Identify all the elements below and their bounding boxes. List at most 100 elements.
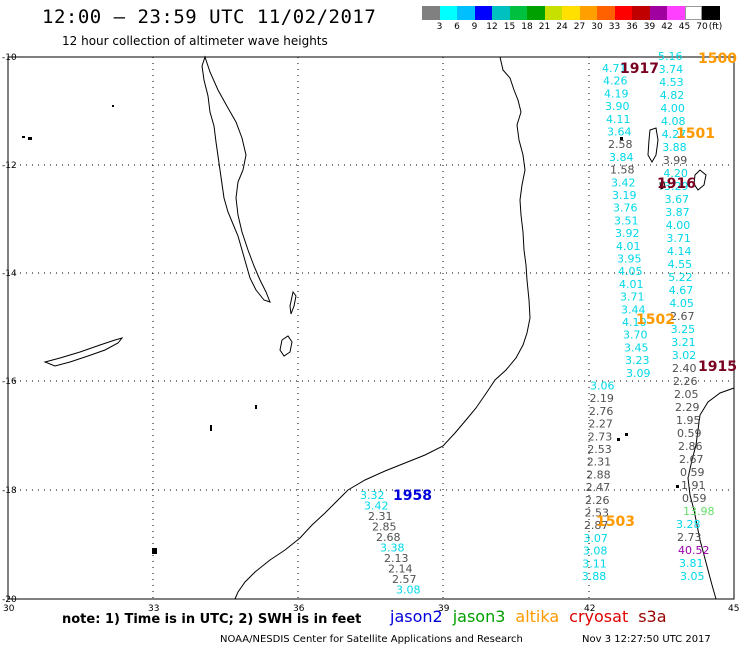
wave-track-b: 5.163.744.534.824.004.084.273.883.994.20… xyxy=(658,50,715,583)
wave-height-label: 4.20 xyxy=(663,167,688,180)
wave-height-label: 3.70 xyxy=(623,329,648,342)
wave-height-label: 3.07 xyxy=(583,532,608,545)
buoy-id-label: 1917 xyxy=(620,61,659,77)
wave-height-label: 4.01 xyxy=(616,240,641,253)
wave-height-label: 4.67 xyxy=(669,284,694,297)
wave-height-label: 2.68 xyxy=(376,531,401,544)
wave-height-label: 2.05 xyxy=(674,388,699,401)
satellite-legend: jason2 jason3 altika cryosat s3a xyxy=(390,607,677,626)
wave-height-label: 2.27 xyxy=(588,418,613,431)
lake-chilwa xyxy=(279,335,293,357)
wave-height-label: 1.91 xyxy=(681,479,706,492)
lat-label: -20 xyxy=(2,595,17,605)
credit-timestamp: Nov 3 12:27:50 UTC 2017 xyxy=(582,634,711,645)
wave-height-label: 2.47 xyxy=(586,481,611,494)
legend-label: 21 xyxy=(538,22,551,32)
lake-malawi xyxy=(201,55,271,303)
lat-label: -16 xyxy=(2,377,17,387)
wave-height-label: 3.44 xyxy=(621,303,646,316)
legend-swatch xyxy=(614,6,632,20)
legend-swatch xyxy=(597,6,615,20)
island-small xyxy=(659,181,666,190)
wave-height-label: 3.42 xyxy=(611,176,636,189)
wave-height-label: 4.71 xyxy=(602,62,627,75)
map-frame xyxy=(7,56,735,600)
legend-label: 24 xyxy=(556,22,568,32)
lon-label: 30 xyxy=(3,604,15,614)
lat-label: -10 xyxy=(2,53,17,63)
buoy-id-label: 1501 xyxy=(676,126,715,142)
wave-height-label: 3.02 xyxy=(672,349,697,362)
legend-label: 18 xyxy=(521,22,533,32)
wave-height-label: 2.87 xyxy=(584,519,609,532)
wave-height-label: 2.31 xyxy=(587,456,612,469)
wave-height-label: 40.52 xyxy=(678,544,710,557)
small-islands xyxy=(22,105,679,554)
legend-label: 3 xyxy=(436,22,443,32)
legend-label: 12 xyxy=(486,22,498,32)
wave-height-label: 2.53 xyxy=(585,507,610,520)
legend-swatch xyxy=(684,6,702,20)
wave-height-label: 13.98 xyxy=(683,505,715,518)
map-subtitle: 12 hour collection of altimeter wave hei… xyxy=(62,34,328,48)
buoy-id-label: 1502 xyxy=(636,312,675,328)
wave-height-label: 4.53 xyxy=(659,76,684,89)
wave-height-label: 4.05 xyxy=(618,265,643,278)
legend-swatch xyxy=(527,6,545,20)
lake-malombe xyxy=(289,290,297,315)
legend-swatch xyxy=(649,6,667,20)
wave-height-label: 3.90 xyxy=(605,100,630,113)
buoy-id-label: 1503 xyxy=(596,514,635,530)
wave-track-a: 4.714.264.193.904.113.642.583.841.583.42… xyxy=(582,62,651,583)
wave-height-label: 3.32 xyxy=(360,489,385,502)
lat-label: -12 xyxy=(2,161,17,171)
wave-height-label: 2.86 xyxy=(678,440,703,453)
wave-height-label: 3.76 xyxy=(613,202,638,215)
legend-swatch xyxy=(492,6,510,20)
map-title: 12:00 – 23:59 UTC 11/02/2017 xyxy=(42,6,377,28)
wave-track-c: 3.323.422.312.852.683.382.132.142.573.08 xyxy=(360,489,421,597)
legend-label: 30 xyxy=(591,22,603,32)
wave-height-label: 3.29 xyxy=(664,180,689,193)
wave-height-label: 4.14 xyxy=(667,245,692,258)
wave-height-label: 3.51 xyxy=(614,214,639,227)
wave-height-label: 2.73 xyxy=(588,430,613,443)
wave-height-label: 3.99 xyxy=(663,154,688,167)
wave-height-label: 2.13 xyxy=(384,552,409,565)
legend-swatch xyxy=(474,6,492,20)
buoy-markers: 1500 1917 1501 1916 1502 1915 1958 1503 xyxy=(393,51,737,530)
legend-swatch xyxy=(457,6,475,20)
wave-height-label: 3.21 xyxy=(671,336,696,349)
legend-swatch xyxy=(509,6,527,20)
coastline-mainland xyxy=(234,56,531,600)
wave-height-label: 3.28 xyxy=(676,518,701,531)
lat-label: -18 xyxy=(2,486,17,496)
wave-height-label: 2.26 xyxy=(585,494,610,507)
wave-height-label: 3.19 xyxy=(612,189,637,202)
lat-label: -14 xyxy=(2,269,17,279)
footer-note: note: 1) Time is in UTC; 2) SWH is in fe… xyxy=(62,612,362,627)
satellite-name: jason2 xyxy=(390,607,443,626)
wave-height-label: 3.67 xyxy=(665,193,690,206)
wave-height-label: 3.87 xyxy=(665,206,690,219)
wave-height-label: 5.22 xyxy=(668,271,693,284)
wave-height-label: 3.05 xyxy=(680,570,705,583)
wave-height-label: 3.08 xyxy=(583,545,608,558)
legend-label: 70 xyxy=(696,22,708,32)
wave-height-label: 2.40 xyxy=(672,362,697,375)
wave-height-label: 3.06 xyxy=(590,380,615,393)
lon-label: 33 xyxy=(148,604,159,614)
wave-height-label: 2.85 xyxy=(372,521,397,534)
wave-height-label: 2.57 xyxy=(392,573,417,586)
wave-height-label: 2.88 xyxy=(586,468,611,481)
wave-height-label: 3.84 xyxy=(609,151,634,164)
wave-height-label: 3.74 xyxy=(659,63,684,76)
satellite-name: cryosat xyxy=(569,607,629,626)
wave-height-label: 3.09 xyxy=(626,367,651,380)
legend-swatch xyxy=(422,6,440,20)
legend-label: 39 xyxy=(643,22,656,32)
wave-height-label: 4.00 xyxy=(660,102,685,115)
wave-height-label: 3.88 xyxy=(582,570,607,583)
legend-swatch xyxy=(667,6,685,20)
